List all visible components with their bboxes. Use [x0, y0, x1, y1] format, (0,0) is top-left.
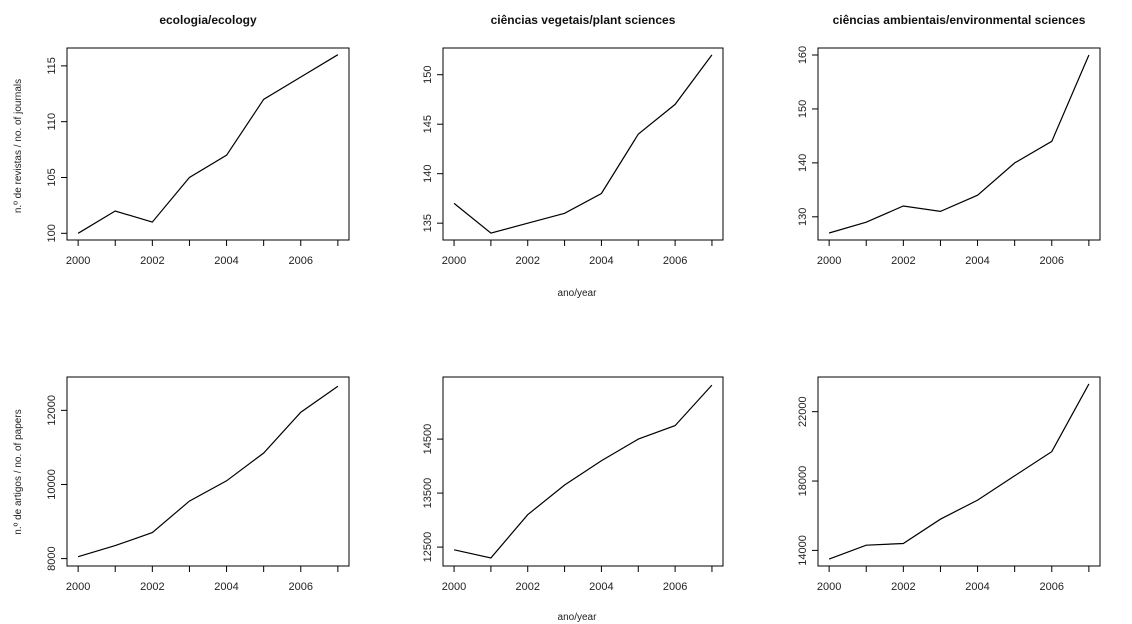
x-tick-label: 2004	[214, 255, 238, 267]
series-line	[828, 383, 1090, 560]
y-tick-label: 145	[422, 115, 434, 133]
y-axis-title-bottom: n.º de artigos / no. of papers	[13, 409, 24, 534]
y-tick-label: 135	[422, 214, 434, 232]
chart-title: ciências vegetais/plant sciences	[491, 13, 676, 27]
y-tick-label: 18000	[797, 466, 809, 497]
chart-panel-6: 2000 2002 2004 2006 14000 18000 22000	[797, 376, 1101, 593]
x-tick-label: 2004	[214, 581, 238, 593]
y-tick-label: 22000	[797, 396, 809, 427]
x-tick-label: 2006	[663, 581, 687, 593]
series-line	[453, 54, 713, 234]
chart-panel-3: ciências ambientais/environmental scienc…	[797, 13, 1101, 267]
x-tick-label: 2004	[965, 255, 989, 267]
x-tick-label: 2000	[442, 581, 466, 593]
y-tick-label: 8000	[46, 546, 58, 570]
y-tick-label: 140	[422, 165, 434, 183]
y-tick-label: 140	[797, 154, 809, 172]
series-line	[828, 54, 1090, 234]
chart-title: ciências ambientais/environmental scienc…	[833, 13, 1086, 27]
y-tick-label: 100	[46, 224, 58, 242]
chart-panel-2: ciências vegetais/plant sciences 2000 2002…	[422, 13, 724, 267]
chart-panel-4: 2000 2002 2004 2006 8000 10000 12000	[46, 376, 350, 593]
x-tick-label: 2000	[442, 255, 466, 267]
x-axis-title-bottom: ano/year	[558, 612, 598, 623]
x-tick-label: 2000	[817, 581, 841, 593]
plot-frame	[817, 376, 1101, 567]
plot-frame	[66, 47, 350, 241]
x-tick-label: 2002	[891, 255, 915, 267]
chart-title: ecologia/ecology	[159, 13, 257, 27]
series-line	[453, 384, 713, 559]
y-tick-label: 160	[797, 46, 809, 64]
y-tick-label: 105	[46, 168, 58, 186]
x-tick-label: 2000	[66, 581, 90, 593]
x-tick-label: 2006	[663, 255, 687, 267]
x-tick-label: 2000	[817, 255, 841, 267]
x-axis-title-top: ano/year	[558, 288, 598, 299]
y-tick-label: 14500	[422, 424, 434, 455]
y-tick-label: 115	[46, 57, 58, 75]
chart-panel-1: ecologia/ecology 2000 2002 2004 2006 100 105 11…	[46, 13, 350, 267]
chart-panel-5: 2000 2002 2004 2006 12500 13500 14500	[422, 376, 724, 593]
x-tick-label: 2002	[515, 581, 539, 593]
series-line	[77, 385, 339, 558]
x-tick-label: 2000	[66, 255, 90, 267]
y-tick-label: 10000	[46, 469, 58, 500]
x-tick-label: 2006	[1040, 255, 1064, 267]
y-tick-label: 150	[422, 66, 434, 84]
x-tick-label: 2004	[965, 581, 989, 593]
series-line	[77, 54, 339, 234]
x-tick-label: 2002	[140, 255, 164, 267]
plot-frame	[66, 376, 350, 567]
y-tick-label: 13500	[422, 478, 434, 509]
x-tick-label: 2002	[515, 255, 539, 267]
plot-frame	[442, 47, 724, 241]
y-tick-label: 150	[797, 100, 809, 118]
y-tick-label: 14000	[797, 535, 809, 566]
y-tick-label: 110	[46, 113, 58, 131]
x-tick-label: 2006	[1040, 581, 1064, 593]
x-tick-label: 2004	[589, 255, 613, 267]
y-tick-label: 12000	[46, 395, 58, 426]
plot-frame	[442, 376, 724, 567]
x-tick-label: 2006	[289, 581, 313, 593]
x-tick-label: 2004	[589, 581, 613, 593]
y-tick-label: 130	[797, 208, 809, 226]
x-tick-label: 2002	[891, 581, 915, 593]
y-tick-label: 12500	[422, 532, 434, 563]
x-tick-label: 2002	[140, 581, 164, 593]
y-axis-title-top: n.º de revistas / no. of journals	[13, 79, 24, 213]
x-tick-label: 2006	[289, 255, 313, 267]
plot-frame	[817, 47, 1101, 241]
